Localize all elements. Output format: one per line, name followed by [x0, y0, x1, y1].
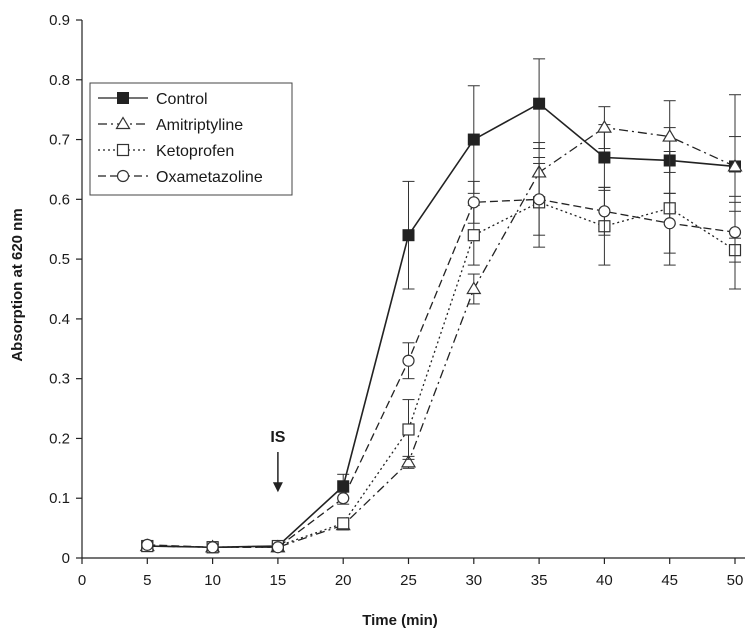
- data-point: [271, 541, 284, 554]
- data-point: [532, 193, 546, 206]
- series-line: [147, 198, 736, 548]
- data-point: [467, 133, 480, 146]
- x-tick-label: 20: [335, 572, 352, 589]
- x-tick-label: 40: [596, 572, 613, 589]
- data-point: [206, 541, 219, 554]
- series-oxametazoline: [141, 162, 742, 554]
- data-point: [466, 281, 482, 295]
- data-point: [662, 128, 678, 142]
- data-point: [337, 492, 350, 505]
- data-point: [663, 217, 676, 230]
- y-tick-label: 0.6: [49, 191, 70, 208]
- x-tick-label: 30: [465, 572, 482, 589]
- x-tick-label: 5: [143, 572, 151, 589]
- legend-label: Amitriptyline: [156, 117, 243, 134]
- legend-marker: [116, 143, 130, 157]
- series-line: [147, 126, 736, 548]
- data-point: [141, 538, 154, 551]
- data-point: [596, 119, 612, 133]
- legend-marker: [116, 169, 130, 183]
- y-tick-label: 0.2: [49, 430, 70, 447]
- y-tick-label: 0.4: [49, 311, 70, 328]
- data-point: [598, 205, 611, 218]
- legend: Control Amitriptyline Ketoprofen Oxametazol…: [89, 82, 293, 196]
- y-tick-label: 0.9: [49, 12, 70, 29]
- x-tick-label: 25: [400, 572, 417, 589]
- legend-label: Ketoprofen: [156, 143, 234, 160]
- legend-marker: [117, 92, 129, 104]
- data-point: [402, 354, 415, 367]
- x-tick-label: 35: [531, 572, 548, 589]
- y-tick-label: 0.8: [49, 72, 70, 89]
- data-point: [337, 517, 350, 530]
- y-tick-label: 0.3: [49, 371, 70, 388]
- x-tick-label: 45: [661, 572, 678, 589]
- series-layer: [139, 58, 743, 554]
- annotation-layer: IS: [270, 429, 286, 493]
- legend-label: Control: [156, 91, 208, 108]
- data-point: [467, 229, 480, 242]
- data-point: [402, 423, 415, 436]
- data-point: [400, 454, 417, 468]
- legend-label: Oxametazoline: [156, 169, 263, 186]
- data-point: [467, 196, 480, 209]
- y-tick-label: 0: [62, 550, 70, 567]
- x-tick-label: 0: [78, 572, 86, 589]
- annotation-label: IS: [270, 429, 285, 446]
- data-point: [728, 226, 742, 239]
- data-point: [598, 151, 611, 164]
- y-tick-label: 0.7: [49, 132, 70, 149]
- data-point: [402, 229, 415, 242]
- x-axis-title: Time (min): [362, 612, 438, 629]
- x-tick-label: 50: [727, 572, 744, 589]
- x-tick-label: 15: [270, 572, 287, 589]
- series-ketoprofen: [141, 151, 742, 554]
- series-amitriptyline: [139, 94, 743, 553]
- legend-marker: [115, 116, 131, 130]
- x-tick-label: 10: [204, 572, 221, 589]
- y-tick-label: 0.1: [49, 490, 70, 507]
- data-point: [727, 158, 743, 172]
- axes: 0 0.1 0.2 0.3 0.4 0.5 0.6 0.7 0.8 0.9 0 5 10 15 20 25 30…: [49, 12, 745, 589]
- y-axis-title: Absorption at 620 nm: [9, 208, 26, 361]
- annotation-arrow-head: [272, 482, 283, 493]
- data-point: [533, 97, 546, 110]
- legend-frame: [89, 82, 293, 196]
- y-tick-label: 0.5: [49, 251, 70, 268]
